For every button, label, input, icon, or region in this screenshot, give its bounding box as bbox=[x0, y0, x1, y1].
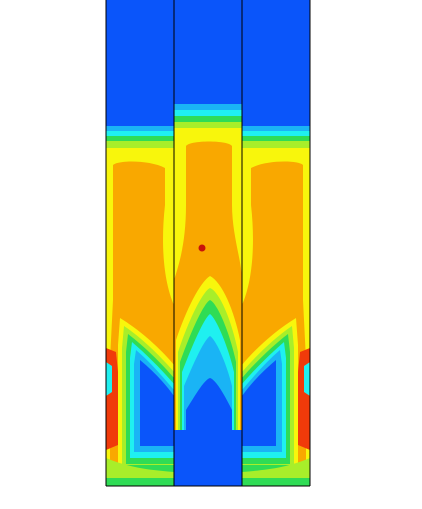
panel-right bbox=[242, 126, 310, 486]
top-blue-center bbox=[174, 0, 242, 104]
top-blue-right bbox=[242, 0, 310, 126]
panel-center bbox=[174, 104, 242, 486]
top-blue-left bbox=[106, 0, 174, 126]
right-wall-cyan bbox=[304, 362, 310, 396]
left-bottom-green-yellow bbox=[106, 458, 174, 478]
right-bottom-green-yellow bbox=[242, 458, 310, 478]
right-lobe-blue bbox=[242, 360, 276, 446]
probe-marker bbox=[198, 244, 206, 252]
center-bottom-blue bbox=[174, 430, 242, 486]
left-wall-cyan bbox=[106, 362, 112, 396]
left-lobe-blue bbox=[140, 360, 174, 446]
panel-left bbox=[106, 126, 174, 486]
